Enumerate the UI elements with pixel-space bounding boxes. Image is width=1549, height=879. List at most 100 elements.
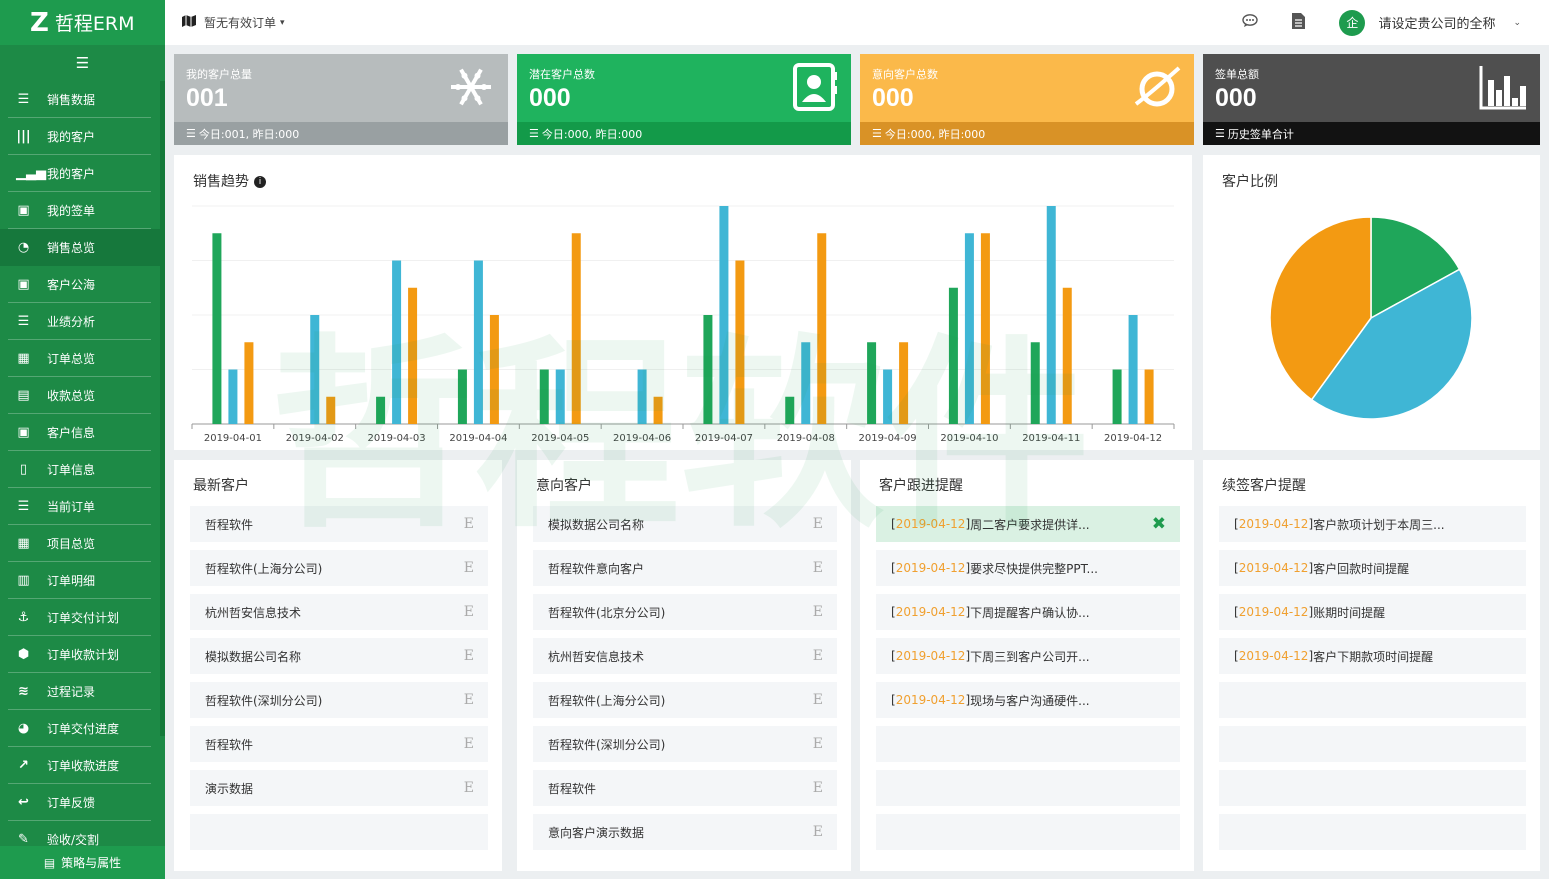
edit-icon[interactable]: E	[812, 824, 823, 840]
list-item[interactable]: 意向客户演示数据 E	[533, 814, 837, 850]
list-item[interactable]	[1219, 814, 1526, 850]
sidebar-item-11[interactable]: ☰ 当前订单	[0, 488, 165, 525]
bar-2019-04-12-s0[interactable]	[1112, 369, 1122, 425]
sidebar-item-9[interactable]: ▣ 客户信息	[0, 414, 165, 451]
list-item[interactable]: 杭州哲安信息技术 E	[190, 594, 488, 630]
sidebar-item-2[interactable]: ▁▃▅ 我的客户	[0, 155, 165, 192]
list-item[interactable]: 模拟数据公司名称 E	[190, 638, 488, 674]
bar-2019-04-05-s2[interactable]	[571, 233, 581, 424]
chevron-down-icon[interactable]: ⌄	[1513, 17, 1521, 28]
info-icon[interactable]: i	[254, 176, 266, 188]
bar-2019-04-11-s1[interactable]	[1046, 206, 1056, 424]
chat-icon[interactable]	[1242, 13, 1259, 32]
stat-card-3[interactable]: 签单总额 000 ☰ 历史签单合计	[1203, 54, 1540, 145]
bar-2019-04-10-s0[interactable]	[948, 287, 958, 424]
list-item[interactable]	[1219, 726, 1526, 762]
app-logo[interactable]: Z 哲程ERM	[0, 0, 165, 45]
bar-2019-04-09-s1[interactable]	[883, 369, 893, 425]
sidebar-item-19[interactable]: ↩ 订单反馈	[0, 784, 165, 821]
bar-2019-04-01-s1[interactable]	[228, 369, 238, 425]
bar-2019-04-05-s0[interactable]	[539, 369, 549, 425]
edit-icon[interactable]: E	[812, 604, 823, 620]
list-item[interactable]: 哲程软件 E	[533, 770, 837, 806]
order-status-dropdown[interactable]: 暂无有效订单 ▾	[182, 14, 285, 31]
bar-2019-04-08-s2[interactable]	[817, 233, 827, 424]
list-item[interactable]: 哲程软件(北京分公司) E	[533, 594, 837, 630]
edit-icon[interactable]: E	[463, 516, 474, 532]
bar-2019-04-07-s1[interactable]	[719, 206, 729, 424]
sidebar-item-3[interactable]: ▣ 我的签单	[0, 192, 165, 229]
avatar[interactable]: 企	[1339, 9, 1366, 36]
list-item[interactable]: 哲程软件 E	[190, 506, 488, 542]
edit-icon[interactable]: E	[812, 736, 823, 752]
bar-2019-04-11-s0[interactable]	[1030, 342, 1040, 424]
sidebar-footer-button[interactable]: ▤ 策略与属性	[0, 846, 165, 879]
list-item[interactable]	[190, 814, 488, 850]
edit-icon[interactable]: E	[463, 692, 474, 708]
bar-2019-04-05-s1[interactable]	[555, 369, 565, 425]
sidebar-scrollbar[interactable]	[160, 81, 165, 736]
sidebar-item-0[interactable]: ☰ 销售数据	[0, 81, 165, 118]
bar-2019-04-03-s2[interactable]	[408, 287, 418, 424]
sidebar-item-15[interactable]: ⬢ 订单收款计划	[0, 636, 165, 673]
bar-2019-04-04-s0[interactable]	[457, 369, 467, 425]
list-item[interactable]: [ 2019-04-12 ] 要求尽快提供完整PPT...	[876, 550, 1180, 586]
list-item[interactable]: 哲程软件(上海分公司) E	[533, 682, 837, 718]
sidebar-toggle-button[interactable]: ☰	[0, 45, 165, 81]
sidebar-item-1[interactable]: ||| 我的客户	[0, 118, 165, 155]
list-item[interactable]	[876, 770, 1180, 806]
list-item[interactable]: 哲程软件意向客户 E	[533, 550, 837, 586]
bar-2019-04-01-s0[interactable]	[212, 233, 222, 424]
list-item[interactable]	[876, 726, 1180, 762]
bar-2019-04-04-s2[interactable]	[489, 315, 499, 424]
list-item[interactable]: [ 2019-04-12 ] 客户款项计划于本周三...	[1219, 506, 1526, 542]
pie-slice-2[interactable]	[1269, 216, 1372, 401]
sidebar-item-12[interactable]: ▦ 项目总览	[0, 525, 165, 562]
bar-2019-04-06-s2[interactable]	[653, 396, 663, 424]
bar-2019-04-02-s2[interactable]	[326, 396, 336, 424]
edit-icon[interactable]: E	[812, 780, 823, 796]
pie-slice-0[interactable]	[1370, 216, 1461, 320]
sidebar-item-5[interactable]: ▣ 客户公海	[0, 266, 165, 303]
bar-2019-04-10-s2[interactable]	[980, 233, 990, 424]
edit-icon[interactable]: E	[812, 560, 823, 576]
bar-2019-04-07-s2[interactable]	[735, 260, 745, 425]
edit-icon[interactable]: E	[463, 560, 474, 576]
bar-2019-04-07-s0[interactable]	[703, 315, 713, 424]
sidebar-item-4[interactable]: ◔ 销售总览	[0, 229, 165, 266]
sidebar-item-10[interactable]: ▯ 订单信息	[0, 451, 165, 488]
list-item[interactable]: 哲程软件(深圳分公司) E	[190, 682, 488, 718]
bar-2019-04-09-s2[interactable]	[899, 342, 909, 424]
list-item[interactable]: [ 2019-04-12 ] 客户回款时间提醒	[1219, 550, 1526, 586]
edit-icon[interactable]: E	[812, 692, 823, 708]
sidebar-item-16[interactable]: ≋ 过程记录	[0, 673, 165, 710]
sidebar-item-8[interactable]: ▤ 收款总览	[0, 377, 165, 414]
edit-icon[interactable]: E	[463, 736, 474, 752]
list-item[interactable]: 哲程软件 E	[190, 726, 488, 762]
list-item[interactable]: 演示数据 E	[190, 770, 488, 806]
close-icon[interactable]: ✖	[1151, 514, 1166, 534]
bar-2019-04-03-s1[interactable]	[392, 260, 402, 425]
stat-card-2[interactable]: 意向客户总数 000 ☰ 今日:000, 昨日:000	[860, 54, 1194, 145]
list-item[interactable]: [ 2019-04-12 ] 现场与客户沟通硬件...	[876, 682, 1180, 718]
edit-icon[interactable]: E	[463, 648, 474, 664]
document-icon[interactable]	[1292, 12, 1306, 33]
edit-icon[interactable]: E	[463, 604, 474, 620]
company-name[interactable]: 请设定贵公司的全称	[1378, 17, 1496, 32]
list-item[interactable]: 模拟数据公司名称 E	[533, 506, 837, 542]
stat-card-0[interactable]: 我的客户总量 001 ☰ 今日:001, 昨日:000	[174, 54, 508, 145]
bar-2019-04-08-s1[interactable]	[801, 342, 811, 424]
bar-2019-04-06-s1[interactable]	[637, 369, 647, 425]
bar-2019-04-08-s0[interactable]	[785, 396, 795, 424]
edit-icon[interactable]: E	[812, 516, 823, 532]
pie-slice-1[interactable]	[1310, 268, 1473, 420]
bar-2019-04-03-s0[interactable]	[376, 396, 386, 424]
stat-card-1[interactable]: 潜在客户总数 000 ☰ 今日:000, 昨日:000	[517, 54, 851, 145]
list-item[interactable]: [ 2019-04-12 ] 下周三到客户公司开...	[876, 638, 1180, 674]
bar-2019-04-09-s0[interactable]	[867, 342, 877, 424]
list-item[interactable]: 哲程软件(深圳分公司) E	[533, 726, 837, 762]
bar-2019-04-12-s2[interactable]	[1144, 369, 1154, 425]
bar-2019-04-02-s1[interactable]	[310, 315, 320, 424]
sidebar-item-6[interactable]: ☰ 业绩分析	[0, 303, 165, 340]
sidebar-item-17[interactable]: ◕ 订单交付进度	[0, 710, 165, 747]
